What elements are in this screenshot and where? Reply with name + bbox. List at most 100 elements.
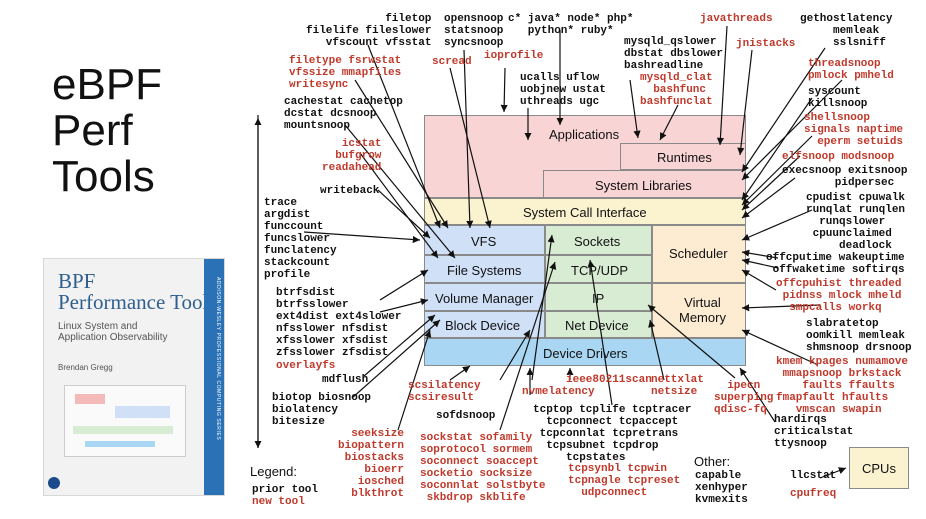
tools-slabratetop: slabratetop oomkill memleak shmsnoop drs… bbox=[806, 318, 912, 354]
arrow-ipecn bbox=[647, 304, 736, 379]
net-device-label: Net Device bbox=[565, 318, 629, 333]
tools-sockstat: sockstat sofamily soprotocol sormem soco… bbox=[420, 432, 546, 504]
other-label: Other: bbox=[694, 454, 731, 469]
scheduler-layer: Scheduler bbox=[652, 225, 746, 283]
tools-filetop: filetop filelife fileslower vfscount vfs… bbox=[306, 13, 432, 49]
tools-overlayfs: overlayfs bbox=[276, 360, 336, 372]
tools-llcstat: llcstat bbox=[790, 470, 837, 482]
ip-layer: IP bbox=[545, 283, 652, 311]
volume-manager-label: Volume Manager bbox=[435, 291, 534, 306]
arrow-execsnoop bbox=[741, 177, 796, 219]
block-device-label: Block Device bbox=[445, 318, 521, 333]
tools-tcpsynbl: tcpsynbl tcpwin tcpnagle tcpreset udpcon… bbox=[568, 463, 681, 499]
system-libraries-layer: System Libraries bbox=[543, 170, 746, 198]
arrow-sofdsnoop bbox=[499, 329, 531, 381]
arrow-filetype bbox=[354, 79, 449, 229]
system-libraries-label: System Libraries bbox=[595, 178, 692, 193]
arrow-offcputime bbox=[741, 249, 779, 259]
arrow-threadsnoop bbox=[741, 79, 843, 181]
arrow-elfsnoop bbox=[741, 155, 801, 211]
tools-trace: trace argdist funccount funcslower funcl… bbox=[264, 197, 337, 281]
tools-opensnoop: opensnoop statsnoop syncsnoop bbox=[444, 13, 504, 49]
arrow-trace bbox=[303, 231, 421, 244]
virtual-memory-label: Virtual Memory bbox=[679, 295, 726, 325]
book-figure-image bbox=[64, 385, 186, 457]
vfs-layer: VFS bbox=[424, 225, 545, 255]
arrow-icstat bbox=[359, 152, 439, 259]
arrow-scread bbox=[449, 67, 492, 229]
arrow-cpudist bbox=[741, 209, 813, 241]
arrow-llcstat bbox=[819, 467, 847, 479]
book-spine: ADDISON-WESLEY PROFESSIONAL COMPUTING SE… bbox=[204, 259, 224, 495]
syscall-layer: System Call Interface bbox=[424, 198, 746, 225]
tools-jnistacks: jnistacks bbox=[736, 38, 796, 50]
arrow-kmem bbox=[741, 329, 819, 366]
tools-gethostlatency: gethostlatency memleak sslsniff bbox=[800, 13, 893, 49]
arrow-mdflush bbox=[363, 314, 436, 377]
arrow-btrfsdist-2 bbox=[379, 298, 429, 313]
tools-mysqld-qslower: mysqld_qslower dbstat dbslower bashreadl… bbox=[624, 36, 724, 72]
tools-writeback: writeback bbox=[320, 185, 380, 197]
tools-hardirqs: hardirqs criticalstat ttysnoop bbox=[774, 414, 854, 450]
tools-cachestat: cachestat cachetop dcstat dcsnoop mounts… bbox=[284, 96, 403, 132]
arrow-offcputime-2 bbox=[741, 258, 779, 269]
tools-filetype: filetype fsrwstat vfssize mmapfiles writ… bbox=[289, 55, 402, 91]
block-device-layer: Block Device bbox=[424, 311, 545, 338]
tools-cpudist: cpudist cpuwalk runqlat runqlen runqslow… bbox=[806, 192, 906, 252]
tools-icstat: icstat bufgrow readahead bbox=[322, 138, 382, 174]
tools-capable: capable xenhyper kvmexits bbox=[695, 470, 748, 506]
arrow-offcpuhist bbox=[741, 269, 777, 291]
legend-prior-tool: prior tool bbox=[252, 484, 319, 496]
tools-cpufreq: cpufreq bbox=[790, 488, 837, 500]
tools-langs: c* java* node* php* python* ruby* bbox=[508, 13, 634, 37]
tools-biotop: biotop biosnoop biolatency bitesize bbox=[272, 392, 372, 428]
tools-offcputime: offcputime wakeuptime offwaketime softir… bbox=[766, 252, 905, 276]
arrow-nettxlat bbox=[648, 319, 665, 381]
tools-elfsnoop: elfsnoop modsnoop bbox=[782, 151, 895, 163]
sockets-layer: Sockets bbox=[545, 225, 652, 255]
arrow-sockstat bbox=[499, 261, 557, 431]
tools-mdflush: mdflush bbox=[322, 374, 369, 386]
cpus-label: CPUs bbox=[862, 461, 896, 476]
tools-shellsnoop: shellsnoop signals naptime eperm setuids bbox=[804, 112, 904, 148]
book-cover: BPF Performance Tools Linux System and A… bbox=[43, 258, 225, 496]
scheduler-label: Scheduler bbox=[669, 246, 728, 261]
tools-scread: scread bbox=[432, 56, 472, 68]
runtimes-layer: Runtimes bbox=[620, 143, 746, 170]
tools-ioprofile: ioprofile bbox=[484, 50, 544, 62]
arrow-mysqld-qslower bbox=[629, 79, 641, 139]
tools-offcpuhist: offcpuhist threaded pidnss mlock mheld s… bbox=[776, 278, 902, 314]
arrow-slabratetop bbox=[741, 304, 821, 312]
runtimes-label: Runtimes bbox=[657, 150, 712, 165]
slide-title: eBPF Perf Tools bbox=[52, 60, 163, 201]
device-drivers-label: Device Drivers bbox=[543, 346, 628, 361]
arrow-mysqld-clat bbox=[659, 104, 679, 141]
tools-ieee: ieee80211scan bbox=[566, 374, 652, 386]
tools-ipecn: ipecn superping qdisc-fq bbox=[714, 380, 774, 416]
tools-ucalls: ucalls uflow uobjnew ustat uthreads ugc bbox=[520, 72, 606, 108]
vfs-label: VFS bbox=[471, 234, 497, 249]
arrow-tcptop bbox=[587, 259, 613, 406]
arrow-sofdsnoop-2 bbox=[531, 234, 555, 381]
arrow-writeback bbox=[377, 189, 431, 239]
tools-sofdsnoop: sofdsnoop bbox=[436, 410, 496, 422]
sockets-label: Sockets bbox=[574, 234, 621, 249]
tools-seeksize: seeksize biopattern biostacks bioerr ios… bbox=[338, 428, 405, 500]
book-subtitle: Linux System and Application Observabili… bbox=[58, 321, 168, 343]
arrow-btrfsdist bbox=[379, 269, 429, 301]
arrow-scsilatency bbox=[449, 365, 471, 381]
tools-syscount: syscount killsnoop bbox=[808, 86, 868, 110]
arrow-filetop bbox=[367, 44, 441, 229]
arrow-javathreads bbox=[716, 25, 728, 146]
arrow-hardirqs bbox=[739, 367, 776, 423]
arrow-opensnoop bbox=[463, 49, 474, 229]
syscall-label: System Call Interface bbox=[523, 205, 647, 220]
tools-mysqld-clat: mysqld_clat bashfunc bashfunclat bbox=[640, 72, 713, 108]
arrow-jnistacks bbox=[737, 49, 753, 156]
legend-new-tool: new tool bbox=[252, 496, 305, 508]
applications-label: Applications bbox=[549, 127, 620, 142]
cpus-box: CPUs bbox=[849, 447, 909, 489]
arrow-shellsnoop bbox=[741, 135, 813, 206]
virtual-memory-layer: Virtual Memory bbox=[652, 283, 746, 338]
arrow-syscount bbox=[741, 97, 813, 201]
